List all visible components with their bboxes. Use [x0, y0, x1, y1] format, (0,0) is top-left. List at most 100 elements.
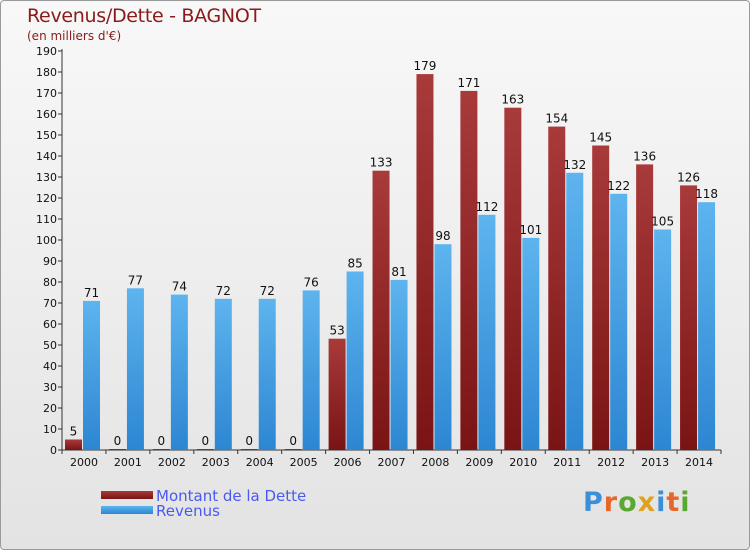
logo-letter: o [618, 487, 638, 518]
bar-dette-label: 53 [329, 324, 344, 338]
x-tick-label: 2001 [114, 456, 142, 469]
bar-dette [592, 145, 610, 450]
x-tick-label: 2013 [641, 456, 669, 469]
bar-revenus [434, 244, 452, 450]
bar-dette [328, 338, 346, 450]
bar-revenus-label: 105 [651, 215, 674, 229]
bar-dette-label: 171 [457, 76, 480, 90]
bar-dette-label: 136 [633, 149, 656, 163]
y-tick-label: 180 [36, 66, 57, 79]
bar-revenus-label: 132 [563, 158, 586, 172]
bar-dette [152, 449, 170, 450]
y-tick-label: 100 [36, 234, 57, 247]
bar-revenus-label: 77 [128, 273, 143, 287]
y-tick-label: 150 [36, 129, 57, 142]
bar-revenus-label: 71 [84, 286, 99, 300]
x-tick-label: 2004 [246, 456, 274, 469]
legend-label-revenus: Revenus [156, 502, 220, 520]
x-tick-label: 2014 [685, 456, 713, 469]
x-tick-label: 2002 [158, 456, 186, 469]
bar-revenus [654, 229, 672, 450]
bar-revenus [566, 172, 584, 451]
bar-revenus-label: 76 [304, 275, 319, 289]
y-tick-label: 170 [36, 87, 57, 100]
logo-letter: i [680, 487, 691, 518]
bar-revenus [346, 271, 364, 450]
bar-revenus-label: 122 [607, 179, 630, 193]
x-tick-label: 2012 [597, 456, 625, 469]
bar-revenus [698, 202, 716, 450]
bar-dette-label: 5 [70, 425, 78, 439]
bar-revenus [258, 298, 276, 450]
bar-dette [416, 74, 434, 450]
bar-revenus-label: 98 [435, 229, 450, 243]
y-tick-label: 30 [43, 381, 57, 394]
proxiti-logo: Proxiti [583, 487, 691, 518]
y-tick-label: 10 [43, 423, 57, 436]
logo-letter: x [637, 487, 657, 518]
bar-dette [65, 439, 82, 450]
logo-letter: i [656, 487, 667, 518]
bar-revenus [390, 279, 408, 450]
bar-dette [548, 126, 566, 450]
y-tick-label: 190 [36, 45, 57, 58]
bar-dette-label: 179 [414, 59, 437, 73]
y-tick-label: 50 [43, 339, 57, 352]
y-tick-label: 80 [43, 276, 57, 289]
y-tick-label: 40 [43, 360, 57, 373]
chart-subtitle: (en milliers d'€) [27, 29, 122, 43]
y-tick-label: 60 [43, 318, 57, 331]
bar-dette [196, 449, 214, 450]
bar-dette-label: 0 [245, 434, 253, 448]
bar-revenus [170, 294, 188, 450]
legend-swatch-dette [101, 491, 153, 499]
y-tick-label: 20 [43, 402, 57, 415]
bar-dette-label: 154 [545, 112, 568, 126]
x-tick-label: 2005 [290, 456, 318, 469]
bar-dette [504, 107, 522, 450]
bar-dette-label: 163 [501, 93, 524, 107]
bar-dette [240, 449, 258, 450]
y-tick-label: 120 [36, 192, 57, 205]
bar-revenus [302, 290, 320, 450]
bar-revenus [126, 288, 144, 450]
bar-dette [460, 90, 478, 451]
bar-revenus [610, 193, 628, 451]
bar-dette [108, 449, 126, 450]
bar-dette-label: 0 [158, 434, 166, 448]
bar-revenus [214, 298, 232, 450]
logo-letter: P [583, 487, 604, 518]
legend-swatch-revenus [101, 506, 153, 514]
bar-revenus-label: 118 [695, 187, 718, 201]
bar-revenus-label: 101 [519, 223, 542, 237]
y-tick-label: 130 [36, 171, 57, 184]
bar-dette-label: 133 [370, 156, 393, 170]
bar-revenus [478, 214, 496, 450]
bar-revenus-label: 72 [216, 284, 231, 298]
chart-title: Revenus/Dette - BAGNOT [27, 5, 261, 27]
y-tick-label: 160 [36, 108, 57, 121]
y-tick-label: 0 [50, 444, 57, 457]
bar-revenus-label: 112 [475, 200, 498, 214]
x-tick-label: 2011 [553, 456, 581, 469]
x-tick-label: 2006 [334, 456, 362, 469]
legend-label-dette: Montant de la Dette [156, 487, 306, 505]
bar-dette-label: 126 [677, 170, 700, 184]
bar-dette-label: 0 [201, 434, 209, 448]
x-tick-label: 2008 [421, 456, 449, 469]
logo-letter: t [666, 487, 681, 518]
bar-dette [284, 449, 302, 450]
bar-dette [636, 164, 654, 450]
x-tick-label: 2000 [70, 456, 98, 469]
bar-revenus-label: 85 [347, 257, 362, 271]
x-tick-label: 2010 [509, 456, 537, 469]
bar-dette-label: 145 [589, 131, 612, 145]
bar-revenus [83, 300, 100, 450]
x-tick-label: 2007 [378, 456, 406, 469]
y-tick-label: 110 [36, 213, 57, 226]
bar-dette-label: 0 [289, 434, 297, 448]
bar-dette-label: 0 [114, 434, 122, 448]
bar-dette [372, 170, 390, 450]
logo-letter: r [603, 487, 619, 518]
